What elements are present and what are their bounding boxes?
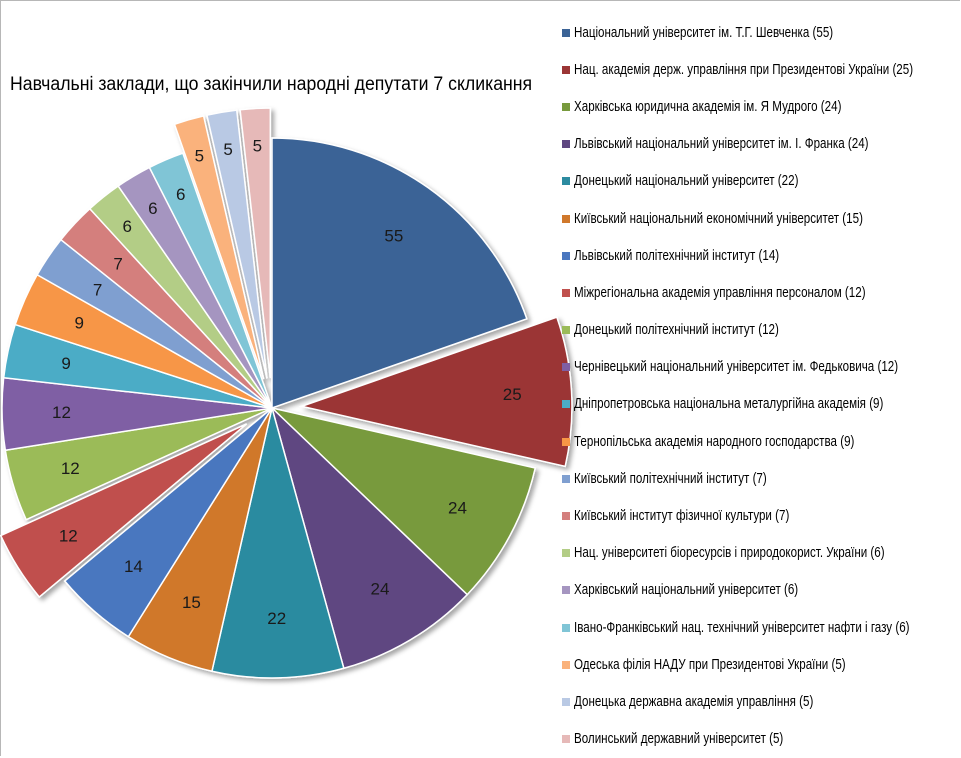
legend-item: Київський національний економічний уніве…: [562, 200, 961, 237]
slice-value-label: 12: [52, 403, 71, 422]
legend-label: Нац. університеті біоресурсів і природок…: [574, 545, 885, 562]
legend-item: Київський інститут фізичної культури (7): [562, 497, 961, 534]
legend-item: Донецький політехнічний інститут (12): [562, 312, 961, 349]
slice-value-label: 24: [448, 498, 467, 517]
legend-item: Тернопільська академія народного господа…: [562, 423, 961, 460]
chart-legend: Національний університет ім. Т.Г. Шевчен…: [562, 14, 961, 758]
legend-item: Нац. академія держ. управління при Прези…: [562, 51, 961, 88]
legend-item: Чернівецький національний університет ім…: [562, 349, 961, 386]
pie-slice: [205, 109, 268, 379]
legend-item: Львівський національний університет ім. …: [562, 126, 961, 163]
slice-value-label: 15: [182, 593, 201, 612]
legend-item: Волинський державний університет (5): [562, 721, 961, 758]
legend-label: Одеська філія НАДУ при Президентові Укра…: [574, 656, 846, 673]
legend-label: Львівський національний університет ім. …: [574, 136, 869, 153]
legend-swatch: [562, 251, 570, 260]
slice-value-label: 9: [75, 314, 84, 333]
legend-label: Львівський політехнічний інститут (14): [574, 247, 780, 264]
slice-value-label: 12: [59, 527, 78, 546]
pie-slice: [148, 152, 273, 409]
slice-value-label: 7: [93, 281, 102, 300]
legend-swatch: [562, 140, 570, 149]
legend-item: Національний університет ім. Т.Г. Шевчен…: [562, 14, 961, 51]
legend-label: Донецький політехнічний інститут (12): [574, 322, 779, 339]
pie-slice: [63, 407, 273, 638]
legend-swatch: [562, 214, 570, 223]
legend-swatch: [562, 65, 570, 74]
legend-swatch: [562, 512, 570, 521]
legend-swatch: [562, 660, 570, 669]
legend-swatch: [562, 623, 570, 632]
legend-label: Івано-Франківський нац. технічний універ…: [574, 619, 910, 636]
slice-value-label: 25: [503, 385, 522, 404]
legend-label: Тернопільська академія народного господа…: [574, 433, 855, 450]
pie-slice: [299, 316, 573, 468]
legend-item: Донецький національний університет (22): [562, 163, 961, 200]
slice-value-label: 55: [384, 227, 403, 246]
legend-swatch: [562, 102, 570, 111]
pie-slice: [270, 405, 469, 670]
pie-slice: [269, 406, 537, 596]
legend-swatch: [562, 288, 570, 297]
pie-slice: [0, 423, 248, 599]
legend-swatch: [562, 586, 570, 595]
slice-value-label: 7: [113, 255, 122, 274]
legend-item: Донецька державна академія управління (5…: [562, 683, 961, 720]
legend-label: Національний університет ім. Т.Г. Шевчен…: [574, 24, 834, 41]
pie-slice: [271, 137, 528, 410]
legend-label: Київський інститут фізичної культури (7): [574, 508, 790, 525]
legend-item: Харківський національний університет (6): [562, 572, 961, 609]
slice-value-label: 22: [267, 609, 286, 628]
slice-value-label: 5: [253, 137, 262, 156]
legend-label: Харківський національний університет (6): [574, 582, 799, 599]
legend-label: Донецький національний університет (22): [574, 173, 799, 190]
legend-swatch: [562, 363, 570, 372]
legend-label: Київський політехнічний інститут (7): [574, 470, 767, 487]
slice-value-label: 5: [223, 140, 232, 159]
legend-label: Дніпропетровська національна металургійн…: [574, 396, 884, 413]
slice-value-label: 24: [371, 579, 390, 598]
slice-value-label: 6: [122, 217, 131, 236]
pie-slice: [173, 115, 265, 380]
slice-value-label: 5: [195, 147, 204, 166]
legend-label: Чернівецький національний університет ім…: [574, 359, 899, 376]
legend-swatch: [562, 400, 570, 409]
pie-slice: [239, 107, 272, 379]
legend-label: Київський національний економічний уніве…: [574, 210, 863, 227]
legend-label: Волинський державний університет (5): [574, 731, 784, 748]
chart-title: Навчальні заклади, що закінчили народні …: [10, 74, 533, 95]
legend-swatch: [562, 697, 570, 706]
legend-item: Харківська юридична академія ім. Я Мудро…: [562, 88, 961, 125]
legend-swatch: [562, 437, 570, 446]
pie-slice: [211, 407, 345, 679]
slice-value-label: 14: [124, 557, 143, 576]
legend-swatch: [562, 177, 570, 186]
slice-value-label: 9: [61, 354, 70, 373]
legend-item: Львівський політехнічний інститут (14): [562, 237, 961, 274]
legend-label: Донецька державна академія управління (5…: [574, 693, 814, 710]
legend-item: Дніпропетровська національна металургійн…: [562, 386, 961, 423]
legend-label: Міжрегіональна академія управління персо…: [574, 284, 866, 301]
slice-value-label: 6: [148, 199, 157, 218]
legend-swatch: [562, 326, 570, 335]
legend-swatch: [562, 28, 570, 37]
slice-value-label: 6: [176, 185, 185, 204]
legend-swatch: [562, 735, 570, 744]
legend-item: Київський політехнічний інститут (7): [562, 460, 961, 497]
legend-item: Міжрегіональна академія управління персо…: [562, 274, 961, 311]
legend-item: Нац. університеті біоресурсів і природок…: [562, 535, 961, 572]
legend-item: Одеська філія НАДУ при Президентові Укра…: [562, 646, 961, 683]
legend-swatch: [562, 549, 570, 558]
legend-item: Івано-Франківський нац. технічний універ…: [562, 609, 961, 646]
slice-value-label: 12: [61, 459, 80, 478]
legend-swatch: [562, 474, 570, 483]
legend-label: Харківська юридична академія ім. Я Мудро…: [574, 98, 842, 115]
legend-label: Нац. академія держ. управління при Прези…: [574, 61, 914, 78]
